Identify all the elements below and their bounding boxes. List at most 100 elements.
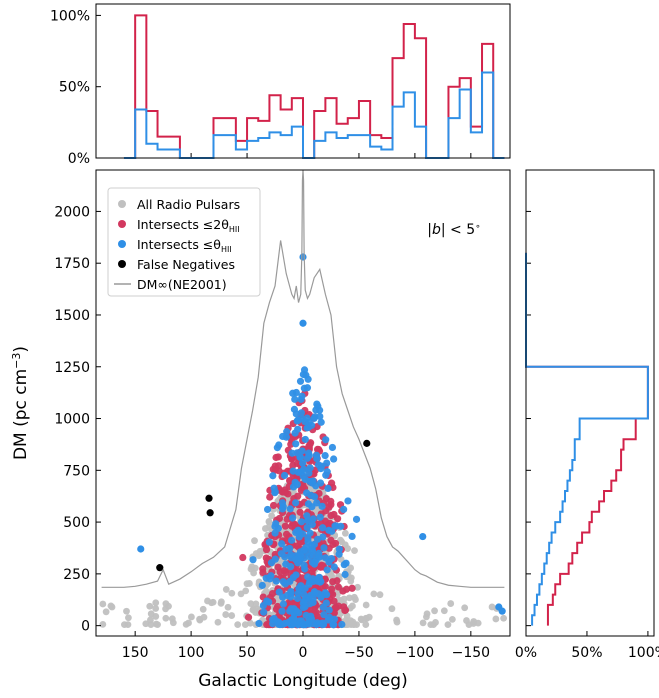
scatter-point (272, 520, 280, 528)
scatter-point (500, 614, 508, 622)
scatter-point (324, 484, 332, 492)
scatter-point (327, 497, 335, 505)
right-hist-red (525, 252, 649, 626)
scatter-point (300, 561, 308, 569)
legend-label-ne2001: DM∞(NE2001) (137, 277, 227, 292)
scatter-point (242, 587, 250, 595)
right-histogram-panel: 0% 50% 100% (515, 169, 659, 661)
main-ytick-label: 0 (81, 619, 90, 635)
scatter-point (292, 410, 300, 418)
scatter-point (329, 578, 337, 586)
scatter-point (309, 551, 318, 560)
right-xtick-label: 0% (515, 645, 537, 661)
top-histogram-steps (123, 14, 505, 159)
scatter-point (347, 574, 355, 582)
scatter-point (296, 377, 305, 385)
main-xtick-label: 50 (238, 645, 256, 661)
scatter-point (283, 591, 291, 600)
scatter-point (222, 611, 230, 618)
scatter-point (498, 607, 506, 615)
scatter-point (269, 472, 277, 480)
scatter-point (265, 538, 273, 546)
scatter-point (169, 619, 177, 627)
scatter-point (365, 613, 373, 621)
scatter-point (444, 621, 452, 629)
scatter-point (348, 532, 356, 540)
scatter-point (298, 392, 306, 400)
scatter-point (318, 621, 327, 629)
main-ytick-label: 1250 (54, 360, 90, 376)
top-hist-red (123, 14, 505, 159)
legend-label-all: All Radio Pulsars (137, 197, 240, 212)
main-ytick-label: 750 (63, 463, 90, 479)
scatter-point (214, 618, 222, 626)
scatter-point (317, 418, 325, 426)
scatter-point (316, 412, 324, 421)
scatter-point (308, 479, 316, 487)
scatter-point (292, 571, 300, 579)
scatter-point (239, 553, 247, 562)
scatter-point (358, 616, 366, 624)
scatter-point (419, 532, 427, 541)
scatter-point (272, 605, 281, 613)
scatter-point (301, 435, 309, 444)
right-hist-blue (525, 252, 649, 626)
scatter-point (299, 319, 307, 327)
scatter-point (249, 556, 257, 564)
scatter-point (341, 606, 349, 615)
scatter-point (300, 597, 308, 605)
scatter-point (188, 613, 195, 621)
scatter-point (282, 545, 290, 553)
scatter-point (305, 469, 313, 477)
main-xtick-label: −100 (396, 645, 434, 661)
scatter-point (228, 612, 236, 619)
scatter-point (325, 606, 333, 614)
scatter-point (432, 619, 439, 626)
scatter-point (278, 499, 287, 507)
scatter-point (243, 580, 251, 588)
scatter-point (289, 619, 298, 627)
scatter-point (289, 514, 297, 522)
scatter-point (162, 614, 170, 622)
scatter-point (328, 443, 337, 452)
scatter-point (284, 490, 292, 498)
right-xtick-label: 50% (571, 645, 602, 661)
right-xtick-label: 100% (628, 645, 659, 661)
scatter-point (310, 588, 319, 596)
scatter-point (280, 471, 289, 480)
main-ticks: 150 100 50 0 −50 −100 −15002505007501000125015… (54, 204, 531, 661)
scatter-point (362, 621, 370, 629)
scatter-point (152, 599, 160, 607)
scatter-point (299, 481, 307, 489)
y-axis-label: DM (pc cm−3) (10, 346, 32, 460)
scatter-point (294, 416, 302, 425)
scatter-point (147, 621, 155, 629)
scatter-point (249, 606, 257, 614)
scatter-point (320, 611, 328, 619)
scatter-point (320, 544, 328, 552)
right-xticks: 0% 50% 100% (515, 631, 659, 661)
scatter-point (288, 455, 296, 463)
scatter-point (301, 603, 309, 611)
main-xtick-label: −150 (452, 645, 490, 661)
scatter-point (282, 530, 291, 538)
scatter-point (251, 537, 258, 545)
main-ytick-label: 2000 (54, 204, 90, 220)
scatter-point (137, 545, 145, 553)
scatter-point (275, 514, 284, 523)
main-ytick-label: 1000 (54, 412, 90, 428)
false-negative-point (363, 439, 371, 447)
scatter-point (152, 613, 160, 620)
scatter-point (300, 465, 308, 473)
scatter-point (287, 550, 295, 559)
scatter-point (154, 621, 161, 629)
scatter-point (465, 621, 473, 629)
scatter-point (322, 436, 330, 444)
scatter-point (488, 603, 496, 611)
scatter-point (316, 479, 325, 487)
scatter-point (279, 578, 287, 586)
scatter-point (304, 375, 312, 383)
scatter-point (273, 444, 281, 452)
legend-label-false-neg: False Negatives (137, 257, 235, 272)
